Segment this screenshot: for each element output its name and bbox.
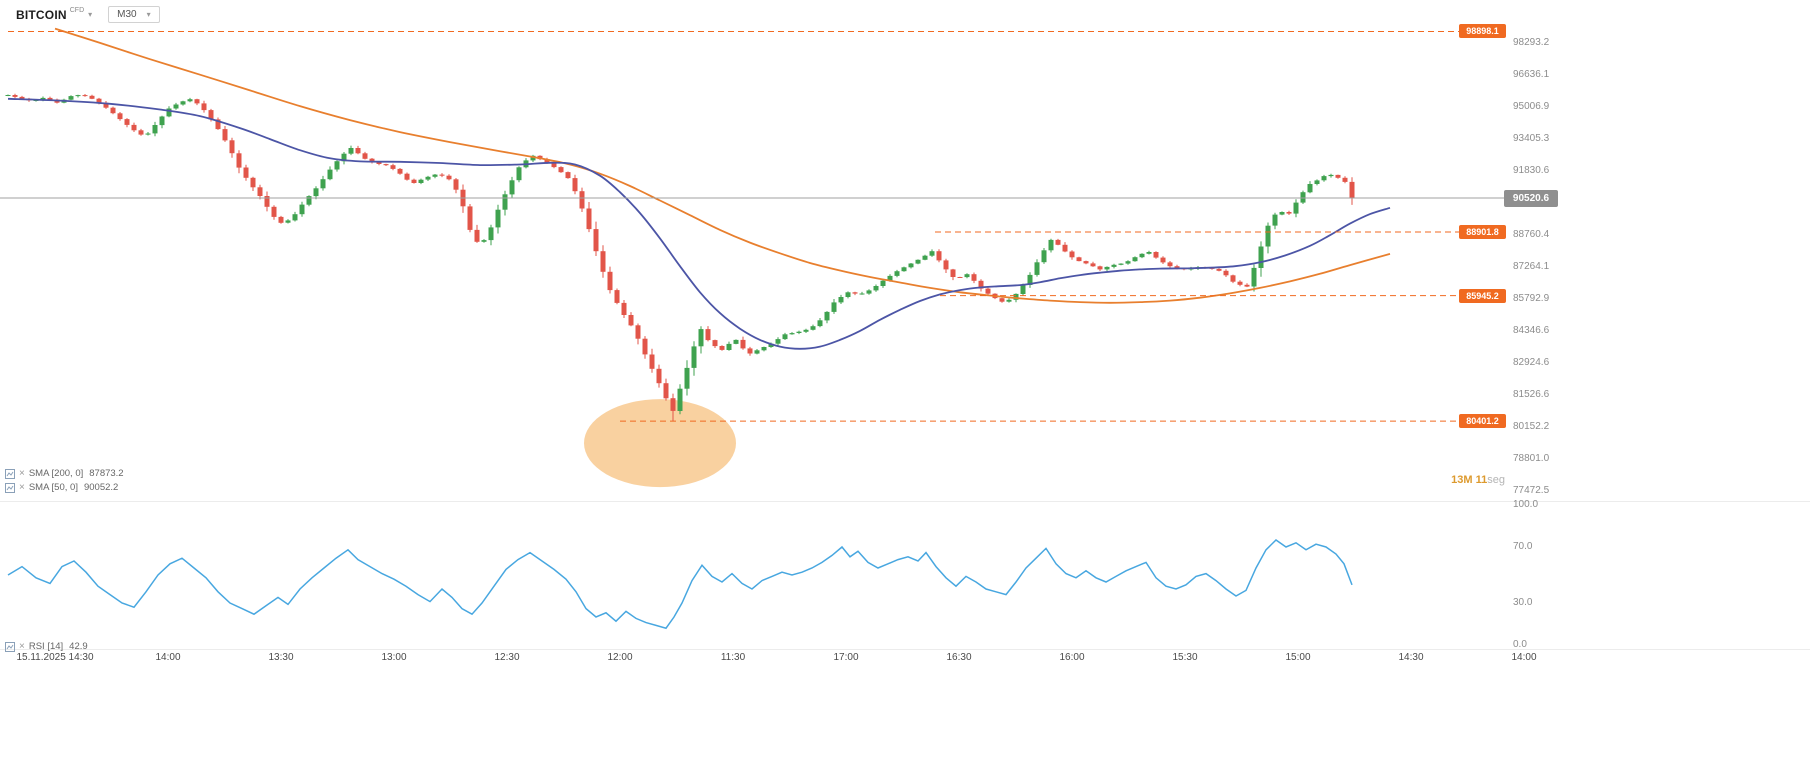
time-axis-label: 13:00 bbox=[381, 652, 407, 663]
price-axis-label: 77472.5 bbox=[1513, 484, 1550, 496]
price-axis-label: 95006.9 bbox=[1513, 100, 1550, 112]
symbol-market-type: CFD bbox=[69, 6, 85, 14]
time-axis-label: 14:30 bbox=[1398, 652, 1424, 663]
price-axis[interactable]: 98293.2 96636.1 95006.9 93405.3 91830.6 88760… bbox=[0, 0, 1810, 660]
time-axis-label: 11:30 bbox=[720, 652, 746, 663]
time-axis-label: 15:30 bbox=[1172, 652, 1198, 663]
time-axis-label: 14:00 bbox=[155, 652, 181, 663]
timeframe-label: M30 bbox=[117, 9, 137, 20]
remove-indicator-icon[interactable]: × bbox=[19, 467, 25, 479]
price-axis-label: 84346.6 bbox=[1513, 324, 1550, 336]
price-axis-label: 88760.4 bbox=[1513, 228, 1550, 240]
time-axis-label: 12:00 bbox=[607, 652, 633, 663]
indicator-value: 87873.2 bbox=[89, 468, 124, 479]
sma200-legend: × SMA [200, 0] 87873.2 bbox=[5, 468, 124, 479]
timeframe-selector[interactable]: M30 ▾ bbox=[108, 6, 160, 23]
price-axis-label: 85792.9 bbox=[1513, 292, 1550, 304]
time-axis-label: 16:00 bbox=[1059, 652, 1085, 663]
indicator-label: SMA [50, 0] bbox=[28, 482, 78, 493]
price-pane[interactable] bbox=[0, 0, 1505, 502]
remove-indicator-icon[interactable]: × bbox=[19, 640, 25, 652]
chevron-down-icon: ▾ bbox=[88, 9, 93, 19]
price-axis-label: 80152.2 bbox=[1513, 420, 1550, 432]
rsi-pane[interactable] bbox=[0, 503, 1505, 648]
time-axis-label: 13:30 bbox=[268, 652, 294, 663]
time-axis[interactable]: 15.11.2025 14:30 14:00 13:30 13:00 12:30 12:0… bbox=[0, 652, 1810, 666]
time-axis-label: 16:30 bbox=[946, 652, 972, 663]
axis-divider bbox=[0, 649, 1810, 650]
indicator-chart-icon[interactable] bbox=[5, 468, 15, 479]
time-axis-label: 12:30 bbox=[494, 652, 520, 663]
indicator-label: RSI [14] bbox=[28, 641, 64, 652]
indicator-value: 90052.2 bbox=[83, 482, 119, 493]
price-axis-label: 91830.6 bbox=[1513, 164, 1550, 176]
symbol-selector[interactable]: BITCOIN CFD ▾ bbox=[16, 6, 93, 22]
price-level-badge[interactable]: 85945.2 bbox=[1459, 288, 1506, 303]
time-axis-label: 15:00 bbox=[1285, 652, 1311, 663]
sma50-legend: × SMA [50, 0] 90052.2 bbox=[5, 482, 118, 493]
rsi-axis-label: 100.0 bbox=[1513, 499, 1539, 510]
candle-countdown: 13M 11seg bbox=[1418, 474, 1505, 486]
sma50-line[interactable] bbox=[7, 97, 1391, 350]
time-axis-label: 15.11.2025 14:30 bbox=[16, 652, 94, 663]
chevron-down-icon: ▾ bbox=[146, 10, 151, 19]
price-axis-label: 93405.3 bbox=[1513, 132, 1550, 144]
axis-overlays: 98898.1 88901.8 85945.2 80401.2 90520.6 bbox=[1459, 24, 1558, 429]
indicator-chart-icon[interactable] bbox=[5, 641, 15, 652]
price-level-badge[interactable]: 88901.8 bbox=[1459, 224, 1506, 239]
price-axis-label: 96636.1 bbox=[1513, 68, 1550, 80]
time-axis-label: 17:00 bbox=[833, 652, 859, 663]
sma200-line[interactable] bbox=[54, 27, 1391, 304]
symbol-name: BITCOIN bbox=[16, 7, 67, 22]
current-price-badge: 90520.6 bbox=[1504, 190, 1558, 208]
indicator-label: SMA [200, 0] bbox=[28, 468, 84, 479]
rsi-legend: × RSI [14] 42.9 bbox=[5, 641, 88, 652]
price-axis-label: 87264.1 bbox=[1513, 260, 1550, 272]
remove-indicator-icon[interactable]: × bbox=[19, 481, 25, 493]
rsi-axis-label: 70.0 bbox=[1513, 541, 1533, 552]
chart-toolbar: BITCOIN CFD ▾ M30 ▾ bbox=[16, 6, 160, 23]
countdown-time: 13M 11 bbox=[1451, 474, 1488, 486]
rsi-axis-label: 30.0 bbox=[1513, 597, 1533, 608]
rsi-line[interactable] bbox=[7, 539, 1353, 630]
price-axis-label: 98293.2 bbox=[1513, 37, 1550, 48]
time-axis-label: 14:00 bbox=[1511, 652, 1537, 663]
price-axis-label: 82924.6 bbox=[1513, 356, 1550, 368]
countdown-unit: seg bbox=[1487, 474, 1505, 486]
price-level-badge[interactable]: 80401.2 bbox=[1459, 414, 1506, 429]
pane-divider[interactable] bbox=[0, 501, 1810, 502]
price-level-badge[interactable]: 98898.1 bbox=[1459, 24, 1506, 39]
price-axis-label: 78801.0 bbox=[1513, 452, 1550, 464]
indicator-value: 42.9 bbox=[69, 641, 88, 652]
indicator-chart-icon[interactable] bbox=[5, 482, 15, 493]
rsi-axis-label: 0.0 bbox=[1513, 639, 1527, 650]
price-axis-label: 81526.6 bbox=[1513, 388, 1550, 400]
